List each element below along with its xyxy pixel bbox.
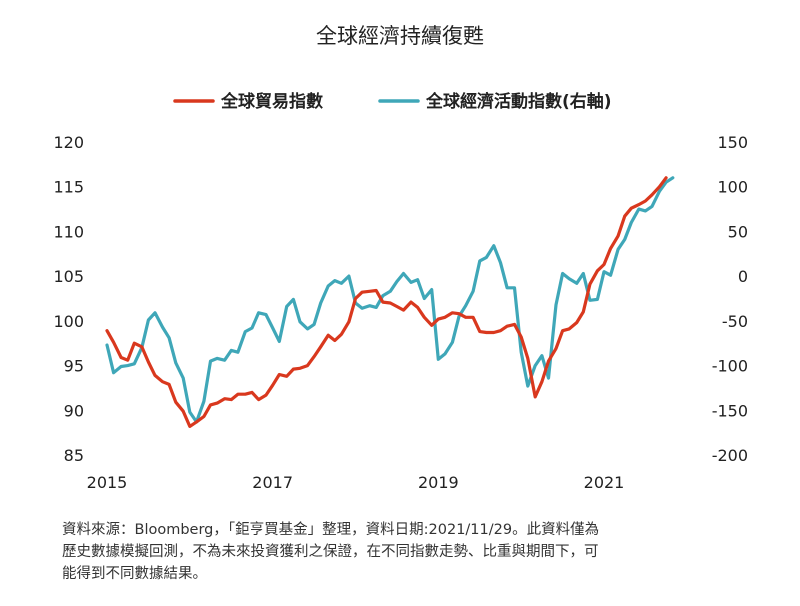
legend-label-activity: 全球經濟活動指數(右軸) (425, 91, 612, 112)
right-tick-label: 0 (738, 267, 748, 286)
right-tick-label: 100 (717, 178, 748, 197)
right-tick-label: -150 (712, 401, 748, 420)
note-line-2: 歷史數據模擬回測，不為未來投資獲利之保證，在不同指數走勢、比重與期間下，可 (62, 544, 599, 560)
right-tick-label: -50 (722, 312, 748, 331)
left-tick-label: 120 (53, 133, 84, 152)
left-tick-label: 90 (64, 401, 84, 420)
series-lines (105, 176, 675, 428)
source-note: 資料來源：Bloomberg，「鉅亨買基金」整理，資料日期:2021/11/29… (62, 519, 752, 585)
left-tick-label: 110 (53, 222, 84, 241)
x-tick-label: 2021 (584, 473, 625, 492)
series-line-trade (105, 176, 668, 428)
left-axis-ticks: 120 115 110 105 100 95 90 85 (53, 133, 84, 465)
x-tick-label: 2017 (252, 473, 293, 492)
legend: 全球貿易指數 全球經濟活動指數(右軸) (173, 91, 612, 112)
chart-title: 全球經濟持續復甦 (316, 24, 484, 48)
x-tick-label: 2015 (87, 473, 128, 492)
right-tick-label: -100 (712, 357, 748, 376)
right-axis-ticks: 150 100 50 0 -50 -100 -150 -200 (712, 133, 748, 465)
right-tick-label: 50 (728, 222, 748, 241)
left-tick-label: 105 (53, 267, 84, 286)
series-line-activity (105, 176, 675, 424)
left-tick-label: 95 (64, 357, 84, 376)
right-tick-label: -200 (712, 446, 748, 465)
x-axis-ticks: 2015 2017 2019 2021 (87, 473, 625, 492)
legend-label-trade: 全球貿易指數 (220, 91, 323, 112)
left-tick-label: 100 (53, 312, 84, 331)
note-line-3: 能得到不同數據結果。 (62, 566, 207, 582)
right-tick-label: 150 (717, 133, 748, 152)
x-tick-label: 2019 (418, 473, 459, 492)
left-tick-label: 85 (64, 446, 84, 465)
left-tick-label: 115 (53, 178, 84, 197)
note-line-1: 資料來源：Bloomberg，「鉅亨買基金」整理，資料日期:2021/11/29… (62, 522, 600, 538)
line-chart: 全球經濟持續復甦 全球貿易指數 全球經濟活動指數(右軸) 120 115 110 10… (53, 24, 748, 492)
